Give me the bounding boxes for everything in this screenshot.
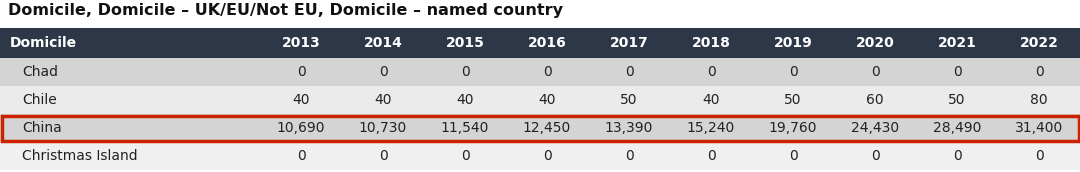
Text: 0: 0 bbox=[379, 149, 388, 163]
Text: 0: 0 bbox=[706, 65, 715, 79]
Text: 40: 40 bbox=[293, 93, 310, 107]
Text: 2021: 2021 bbox=[937, 36, 976, 50]
Text: 0: 0 bbox=[1035, 65, 1043, 79]
Text: 0: 0 bbox=[788, 149, 797, 163]
Text: 2020: 2020 bbox=[855, 36, 894, 50]
Text: 60: 60 bbox=[866, 93, 883, 107]
Text: 40: 40 bbox=[375, 93, 392, 107]
Text: 0: 0 bbox=[706, 149, 715, 163]
Text: 0: 0 bbox=[542, 65, 552, 79]
Text: 0: 0 bbox=[542, 149, 552, 163]
Text: 40: 40 bbox=[456, 93, 474, 107]
Text: 0: 0 bbox=[953, 149, 961, 163]
Text: 13,390: 13,390 bbox=[605, 121, 653, 135]
Text: Christmas Island: Christmas Island bbox=[22, 149, 137, 163]
Text: 0: 0 bbox=[870, 149, 879, 163]
Bar bbox=[0, 142, 1080, 170]
Text: 2019: 2019 bbox=[773, 36, 812, 50]
Text: 10,730: 10,730 bbox=[359, 121, 407, 135]
Text: 31,400: 31,400 bbox=[1015, 121, 1063, 135]
Text: Chile: Chile bbox=[22, 93, 57, 107]
Text: 0: 0 bbox=[297, 149, 306, 163]
Text: 0: 0 bbox=[461, 65, 470, 79]
Text: 2014: 2014 bbox=[364, 36, 403, 50]
Text: 0: 0 bbox=[297, 65, 306, 79]
Text: 50: 50 bbox=[948, 93, 966, 107]
Bar bbox=[1, 116, 1079, 141]
Text: Domicile, Domicile – UK/EU/Not EU, Domicile – named country: Domicile, Domicile – UK/EU/Not EU, Domic… bbox=[8, 3, 563, 18]
Text: China: China bbox=[22, 121, 62, 135]
Text: 10,690: 10,690 bbox=[276, 121, 325, 135]
Bar bbox=[0, 28, 1080, 58]
Text: 2015: 2015 bbox=[446, 36, 485, 50]
Bar bbox=[0, 58, 1080, 86]
Text: 2016: 2016 bbox=[528, 36, 566, 50]
Text: 40: 40 bbox=[702, 93, 719, 107]
Text: 2013: 2013 bbox=[282, 36, 321, 50]
Text: 0: 0 bbox=[379, 65, 388, 79]
Text: 15,240: 15,240 bbox=[687, 121, 735, 135]
Bar bbox=[0, 86, 1080, 114]
Text: 0: 0 bbox=[788, 65, 797, 79]
Text: 24,430: 24,430 bbox=[851, 121, 899, 135]
Bar bbox=[0, 114, 1080, 142]
Text: 28,490: 28,490 bbox=[933, 121, 982, 135]
Text: 0: 0 bbox=[1035, 149, 1043, 163]
Text: 19,760: 19,760 bbox=[769, 121, 818, 135]
Text: Domicile: Domicile bbox=[10, 36, 77, 50]
Text: 40: 40 bbox=[538, 93, 556, 107]
Text: 0: 0 bbox=[953, 65, 961, 79]
Text: 0: 0 bbox=[624, 149, 633, 163]
Text: 50: 50 bbox=[620, 93, 638, 107]
Text: 0: 0 bbox=[461, 149, 470, 163]
Text: 2022: 2022 bbox=[1020, 36, 1058, 50]
Text: 0: 0 bbox=[624, 65, 633, 79]
Text: 0: 0 bbox=[870, 65, 879, 79]
Text: 50: 50 bbox=[784, 93, 801, 107]
Text: 2017: 2017 bbox=[609, 36, 648, 50]
Text: 80: 80 bbox=[1030, 93, 1048, 107]
Text: 2018: 2018 bbox=[691, 36, 730, 50]
Text: 12,450: 12,450 bbox=[523, 121, 571, 135]
Text: Chad: Chad bbox=[22, 65, 58, 79]
Text: 11,540: 11,540 bbox=[441, 121, 489, 135]
